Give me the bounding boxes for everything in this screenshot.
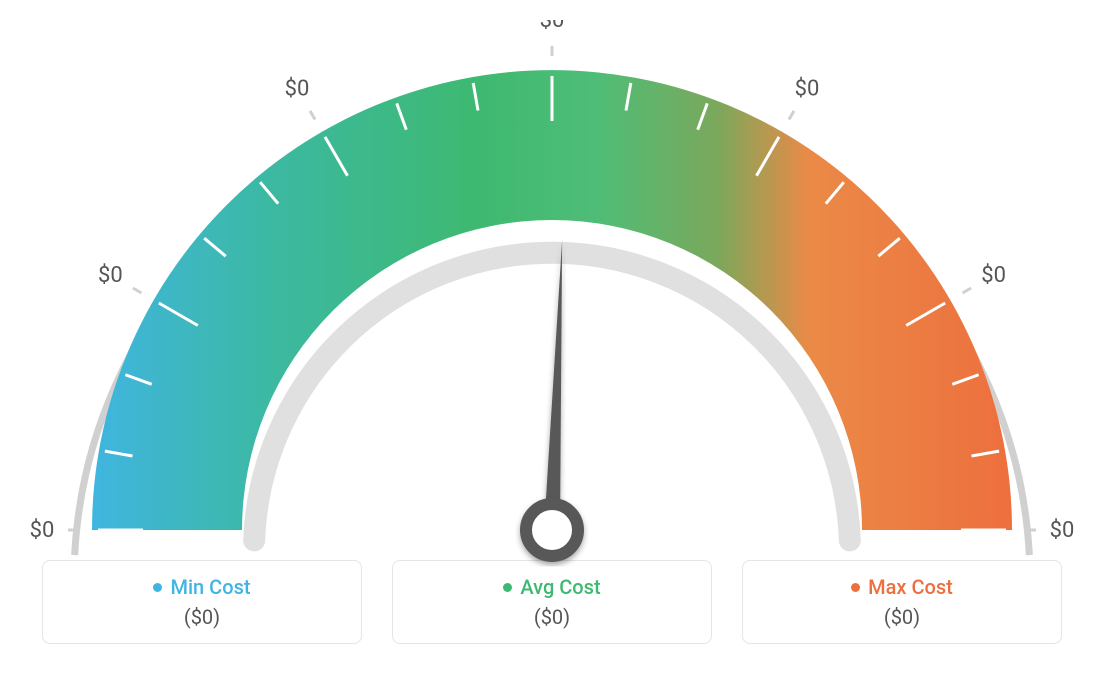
min-cost-value: ($0): [43, 605, 361, 629]
gauge-svg: $0 $0 $0 $0 $0 $0 $0: [22, 20, 1082, 580]
min-dot-icon: [153, 583, 162, 592]
gauge-tick-label: $0: [981, 263, 1006, 288]
gauge-hub: [526, 504, 578, 556]
gauge-chart: $0 $0 $0 $0 $0 $0 $0: [0, 0, 1104, 560]
gauge-tick-label: $0: [285, 76, 310, 101]
gauge-tick-label: $0: [30, 518, 55, 543]
gauge-tick-label: $0: [795, 76, 820, 101]
gauge-tick-label: $0: [1050, 518, 1075, 543]
gauge-tick-label: $0: [540, 20, 565, 33]
max-cost-value: ($0): [743, 605, 1061, 629]
gauge-tick-label: $0: [98, 263, 123, 288]
avg-cost-value: ($0): [393, 605, 711, 629]
max-dot-icon: [851, 583, 860, 592]
avg-dot-icon: [503, 583, 512, 592]
gauge-needle: [544, 240, 562, 530]
